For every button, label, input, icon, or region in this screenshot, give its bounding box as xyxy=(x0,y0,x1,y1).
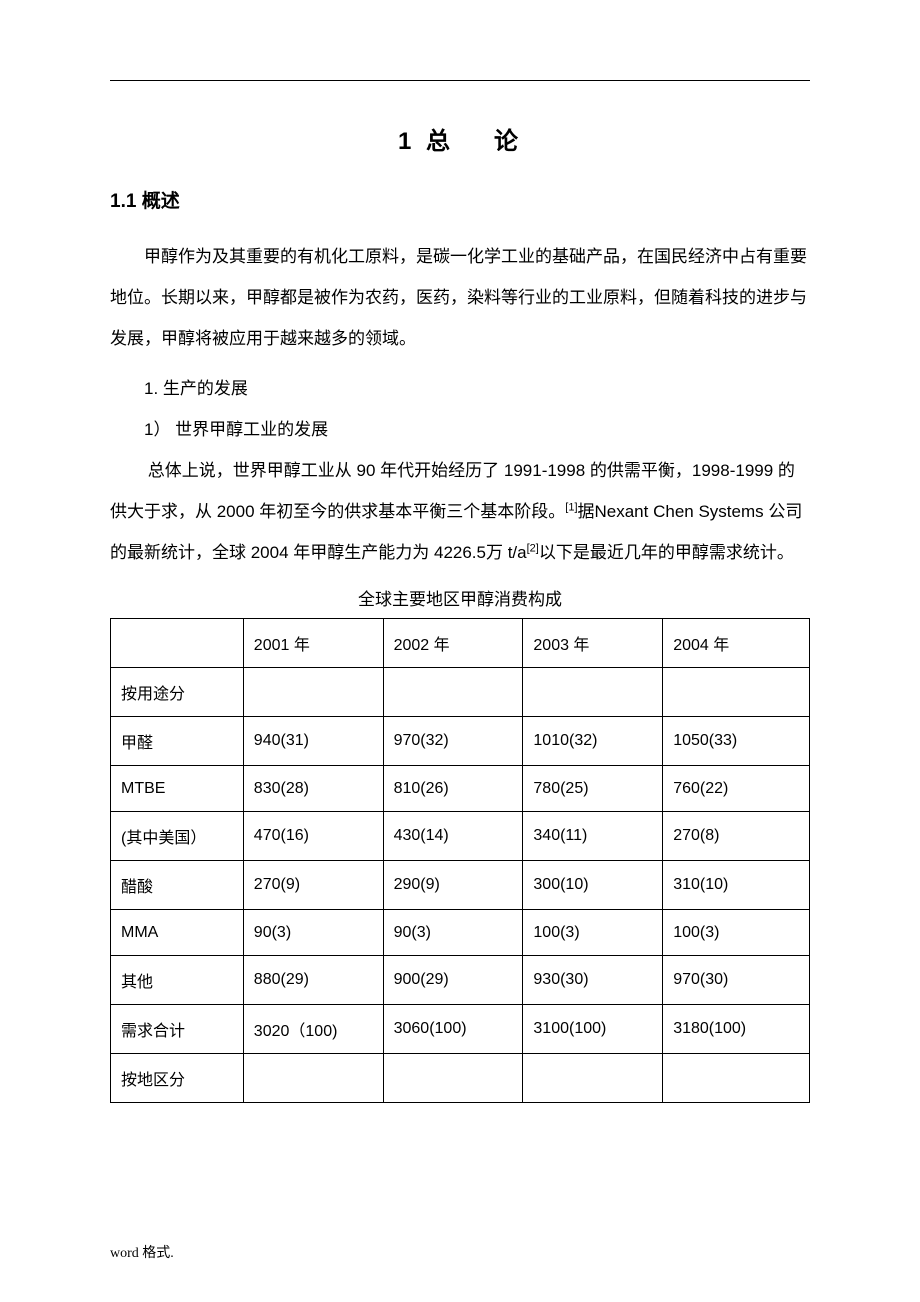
table-cell: 900(29) xyxy=(383,956,523,1005)
table-cell: 970(30) xyxy=(663,956,810,1005)
table-row: (其中美国） 470(16) 430(14) 340(11) 270(8) xyxy=(111,812,810,861)
table-cell: 2003 年 xyxy=(523,619,663,668)
table-cell: 1050(33) xyxy=(663,717,810,766)
table-cell xyxy=(243,1054,383,1103)
table-cell xyxy=(523,668,663,717)
list-item-1: 1. 生产的发展 xyxy=(110,369,810,410)
table-cell: 2001 年 xyxy=(243,619,383,668)
intro-paragraph: 甲醇作为及其重要的有机化工原料，是碳一化学工业的基础产品，在国民经济中占有重要地… xyxy=(110,237,810,359)
body-paragraph: 总体上说，世界甲醇工业从 90 年代开始经历了 1991-1998 的供需平衡，… xyxy=(110,451,810,573)
table-row: 按用途分 xyxy=(111,668,810,717)
table-cell: 按地区分 xyxy=(111,1054,244,1103)
table-row: 醋酸 270(9) 290(9) 300(10) 310(10) xyxy=(111,861,810,910)
table-cell: 3060(100) xyxy=(383,1005,523,1054)
table-cell: 甲醛 xyxy=(111,717,244,766)
chapter-title: 1 总 论 xyxy=(110,121,810,156)
table-cell xyxy=(383,1054,523,1103)
table-cell xyxy=(111,619,244,668)
table-cell: MMA xyxy=(111,910,244,956)
table-cell: 270(8) xyxy=(663,812,810,861)
table-cell: 100(3) xyxy=(663,910,810,956)
table-cell: 940(31) xyxy=(243,717,383,766)
table-cell: 300(10) xyxy=(523,861,663,910)
page-footer: word 格式. xyxy=(110,1242,174,1262)
table-cell: 按用途分 xyxy=(111,668,244,717)
title-part1: 1 总 xyxy=(398,128,454,155)
table-cell: 290(9) xyxy=(383,861,523,910)
table-cell: 340(11) xyxy=(523,812,663,861)
table-cell: 2002 年 xyxy=(383,619,523,668)
table-cell xyxy=(663,668,810,717)
table-cell: 470(16) xyxy=(243,812,383,861)
table-cell: 3180(100) xyxy=(663,1005,810,1054)
table-caption: 全球主要地区甲醇消费构成 xyxy=(110,585,810,610)
table-cell: 880(29) xyxy=(243,956,383,1005)
table-cell: 需求合计 xyxy=(111,1005,244,1054)
table-row: MTBE 830(28) 810(26) 780(25) 760(22) xyxy=(111,766,810,812)
table-cell xyxy=(523,1054,663,1103)
table-cell: 310(10) xyxy=(663,861,810,910)
table-cell: MTBE xyxy=(111,766,244,812)
table-row: 其他 880(29) 900(29) 930(30) 970(30) xyxy=(111,956,810,1005)
table-cell: 2004 年 xyxy=(663,619,810,668)
table-cell: 3100(100) xyxy=(523,1005,663,1054)
table-cell: 780(25) xyxy=(523,766,663,812)
table-row: 需求合计 3020（100) 3060(100) 3100(100) 3180(… xyxy=(111,1005,810,1054)
table-cell: 930(30) xyxy=(523,956,663,1005)
table-cell: 270(9) xyxy=(243,861,383,910)
consumption-table: 2001 年 2002 年 2003 年 2004 年 按用途分 甲醛 940(… xyxy=(110,618,810,1103)
section-heading: 1.1 概述 xyxy=(110,186,810,213)
para2-c: 以下是最近几年的甲醇需求统计。 xyxy=(539,543,794,562)
table-cell: 其他 xyxy=(111,956,244,1005)
table-cell: 90(3) xyxy=(243,910,383,956)
table-cell: 830(28) xyxy=(243,766,383,812)
title-part2: 论 xyxy=(494,128,522,155)
table-cell: 810(26) xyxy=(383,766,523,812)
citation-1: [1] xyxy=(565,501,577,513)
citation-2: [2] xyxy=(527,542,539,554)
table-cell: 430(14) xyxy=(383,812,523,861)
table-cell: (其中美国） xyxy=(111,812,244,861)
table-cell: 3020（100) xyxy=(243,1005,383,1054)
table-row: 甲醛 940(31) 970(32) 1010(32) 1050(33) xyxy=(111,717,810,766)
table-cell: 醋酸 xyxy=(111,861,244,910)
table-cell: 90(3) xyxy=(383,910,523,956)
table-cell xyxy=(383,668,523,717)
table-cell: 970(32) xyxy=(383,717,523,766)
list-item-1-1: 1） 世界甲醇工业的发展 xyxy=(110,410,810,451)
table-cell xyxy=(243,668,383,717)
table-cell: 1010(32) xyxy=(523,717,663,766)
table-row: MMA 90(3) 90(3) 100(3) 100(3) xyxy=(111,910,810,956)
table-cell: 100(3) xyxy=(523,910,663,956)
table-cell: 760(22) xyxy=(663,766,810,812)
table-row: 2001 年 2002 年 2003 年 2004 年 xyxy=(111,619,810,668)
table-cell xyxy=(663,1054,810,1103)
table-row: 按地区分 xyxy=(111,1054,810,1103)
top-rule xyxy=(110,80,810,81)
